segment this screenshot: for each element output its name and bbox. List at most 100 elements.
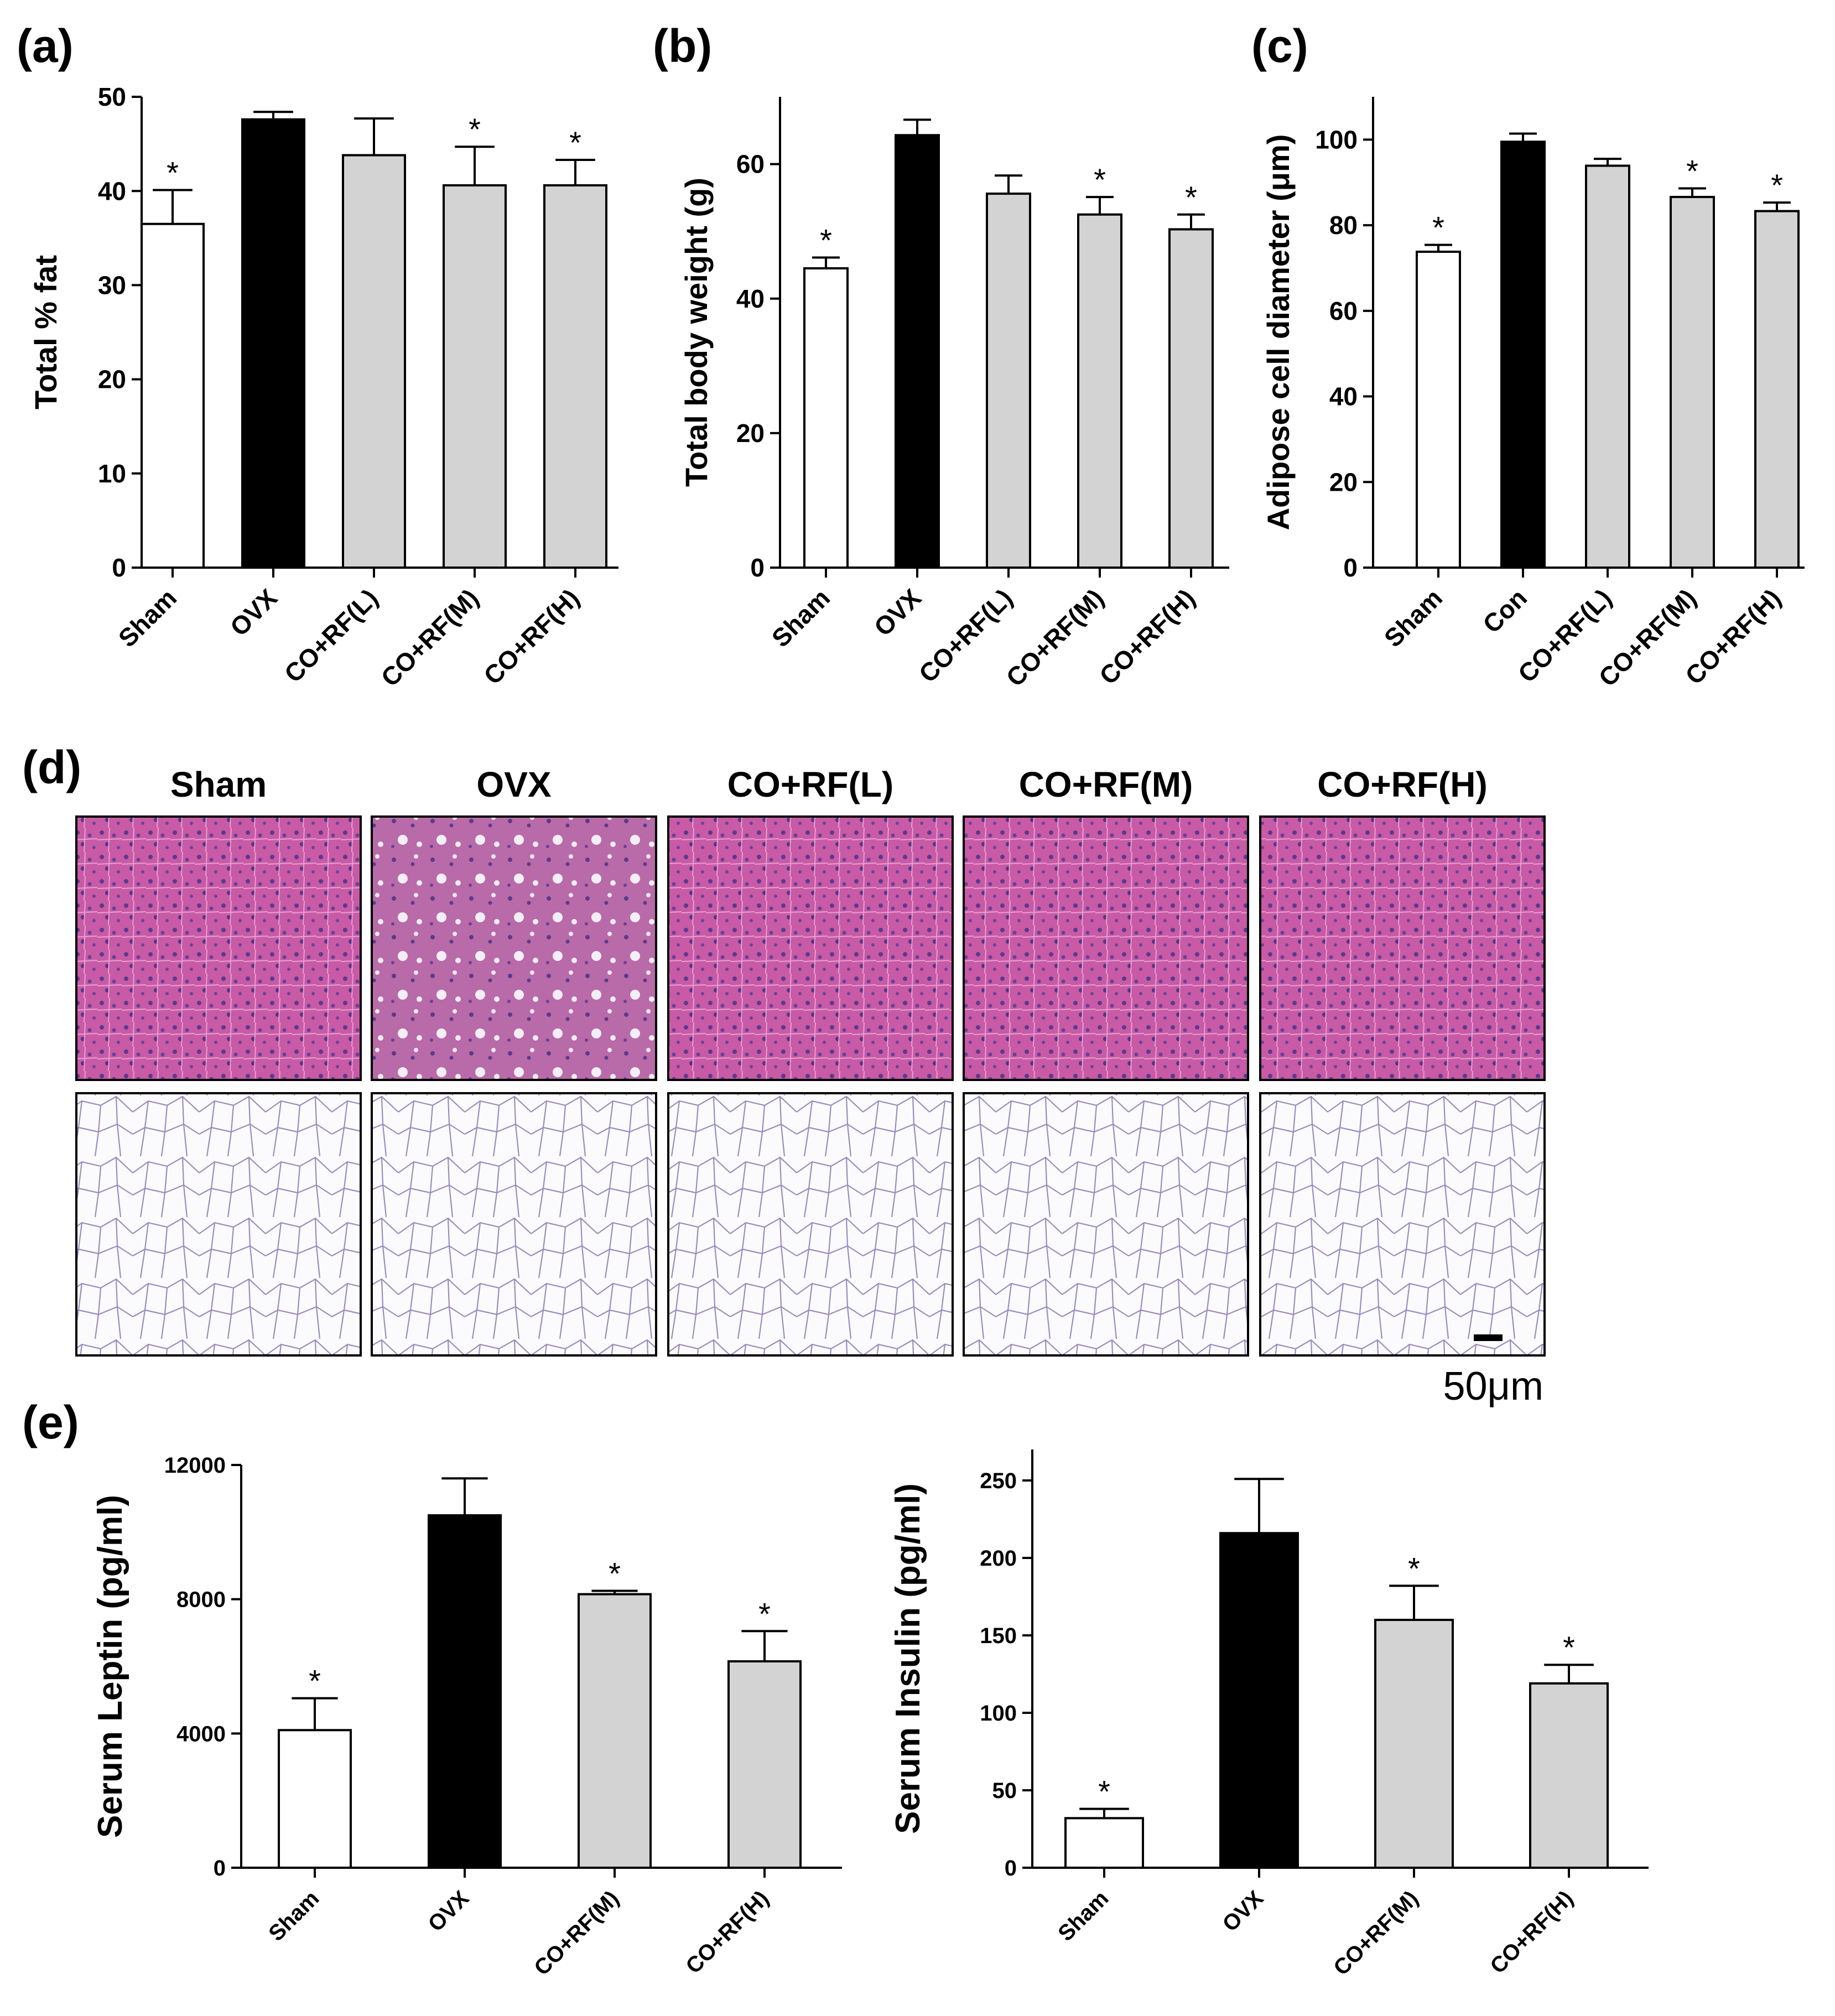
bar-OVX: [1219, 1532, 1299, 1869]
histology-column-title: OVX: [476, 765, 551, 804]
adipose-he-image: [1259, 1092, 1546, 1357]
y-tick-label: 100: [980, 1701, 1017, 1726]
panel-label-b: (b): [653, 20, 712, 72]
histology-columns: Sham OVX CO+RF(L) CO+RF(M) CO+RF(H): [75, 765, 1546, 1357]
bar-CO+RF(M): [443, 184, 507, 569]
x-tick-label: CO+RF(H): [1485, 1886, 1578, 1978]
significance-marker: *: [1771, 168, 1783, 202]
y-tick-label: 0: [1343, 553, 1358, 582]
y-tick-label: 40: [736, 284, 765, 313]
adipose-he-image: [667, 1092, 954, 1357]
adipose-he-image: [75, 1092, 362, 1357]
panel-label-d: (d): [22, 741, 81, 793]
y-tick-label: 50: [992, 1779, 1017, 1803]
x-tick-label: CO+RF(M): [1000, 583, 1109, 692]
y-tick-label: 30: [98, 271, 126, 300]
y-tick-label: 0: [112, 553, 126, 582]
y-tick-label: 20: [98, 365, 126, 394]
significance-marker: *: [469, 112, 481, 147]
significance-marker: *: [1098, 1774, 1110, 1809]
x-tick-label: CO+RF(H): [681, 1886, 773, 1978]
y-tick-label: 0: [214, 1856, 226, 1880]
y-tick-label: 0: [1005, 1856, 1017, 1880]
adipose-he-image: [371, 1092, 657, 1357]
x-tick-label: Sham: [766, 583, 835, 652]
significance-marker: *: [1185, 180, 1197, 215]
y-tick-label: 150: [980, 1624, 1017, 1648]
liver-he-image: [963, 815, 1249, 1081]
x-tick-label: CO+RF(H): [1094, 583, 1200, 690]
y-tick-label: 10: [98, 459, 126, 488]
bar-CO+RF(H): [1754, 210, 1800, 569]
x-tick-label: CO+RF(L): [279, 583, 383, 688]
liver-he-image: [667, 815, 954, 1081]
bar-CO+RF(M): [1077, 213, 1122, 569]
chart-panel-b: (b) 0 20 40 60 Total body weight (g) * Sham OVX C…: [653, 20, 1229, 692]
bar-OVX: [895, 134, 940, 569]
bar-CO+RF(H): [727, 1660, 802, 1869]
significance-marker: *: [758, 1596, 771, 1631]
significance-marker: *: [167, 155, 179, 190]
y-tick-label: 0: [750, 553, 765, 582]
histology-column-title: CO+RF(M): [1019, 765, 1193, 804]
bar-Con: [1500, 141, 1546, 569]
significance-marker: *: [1432, 210, 1444, 245]
chart-panel-c: (c) 0 20 40 60 80 100 Adipose cell diameter (μm…: [1251, 20, 1805, 692]
panel-label-c: (c): [1251, 20, 1308, 72]
bar-CO+RF(M): [578, 1593, 652, 1869]
x-tick-label: OVX: [424, 1886, 474, 1936]
bar-Sham: [1416, 251, 1461, 569]
histology-column-title: Sham: [170, 765, 267, 804]
y-tick-label: 200: [980, 1546, 1017, 1571]
histology-panel: (d) Sham OVX CO+RF(L) CO+RF(M) CO+RF(H) 50μm: [22, 741, 1546, 1409]
significance-marker: *: [820, 223, 832, 258]
bar-CO+RF(L): [1585, 164, 1630, 569]
significance-marker: *: [1094, 162, 1106, 197]
x-tick-label: CO+RF(H): [478, 583, 585, 690]
x-tick-label: Sham: [1053, 1886, 1113, 1946]
bar-Sham: [141, 222, 205, 569]
significance-marker: *: [1563, 1630, 1575, 1665]
y-tick-label: 20: [736, 419, 765, 448]
histology-column-title: CO+RF(H): [1317, 765, 1488, 804]
bar-OVX: [241, 118, 305, 569]
bar-CO+RF(L): [986, 193, 1031, 569]
y-tick-label: 60: [736, 150, 765, 179]
bar-OVX: [428, 1514, 502, 1869]
x-tick-label: CO+RF(M): [529, 1886, 623, 1980]
histology-column-title: CO+RF(L): [727, 765, 893, 804]
y-axis-label: Adipose cell diameter (μm): [1261, 134, 1296, 531]
y-tick-label: 250: [980, 1469, 1017, 1493]
chart-panel-e-leptin: (e) 0 4000 8000 12000 Serum Leptin (pg/ml) * Sh…: [22, 1396, 842, 1980]
x-tick-label: CO+RF(M): [1329, 1886, 1423, 1980]
scale-bar: [1474, 1334, 1503, 1341]
y-tick-label: 60: [1329, 297, 1358, 325]
x-tick-label: Con: [1477, 583, 1532, 638]
y-tick-label: 4000: [176, 1722, 226, 1746]
y-axis-label: Total body weight (g): [679, 178, 714, 487]
x-tick-label: Sham: [264, 1886, 324, 1946]
x-tick-label: Sham: [1379, 583, 1448, 652]
y-axis-label: Serum Insulin (pg/ml): [889, 1483, 927, 1834]
bar-CO+RF(M): [1374, 1619, 1454, 1869]
y-tick-label: 12000: [164, 1453, 226, 1478]
adipose-he-image: [963, 1092, 1249, 1357]
y-tick-label: 20: [1329, 467, 1358, 496]
y-tick-label: 8000: [176, 1588, 226, 1612]
significance-marker: *: [609, 1556, 621, 1591]
significance-marker: *: [1686, 154, 1698, 189]
bar-CO+RF(M): [1670, 196, 1715, 569]
x-tick-label: OVX: [869, 583, 927, 642]
bar-Sham: [1064, 1817, 1144, 1869]
bar-CO+RF(L): [342, 154, 406, 569]
liver-he-image: [371, 815, 657, 1081]
bar-CO+RF(H): [1529, 1682, 1609, 1869]
panel-label-e1: (e): [22, 1396, 79, 1448]
liver-he-image: [1259, 815, 1546, 1081]
bar-CO+RF(H): [1168, 228, 1214, 569]
y-axis-label: Serum Leptin (pg/ml): [91, 1495, 129, 1838]
bar-Sham: [278, 1729, 352, 1869]
y-tick-label: 50: [98, 82, 126, 111]
bar-Sham: [803, 267, 849, 569]
